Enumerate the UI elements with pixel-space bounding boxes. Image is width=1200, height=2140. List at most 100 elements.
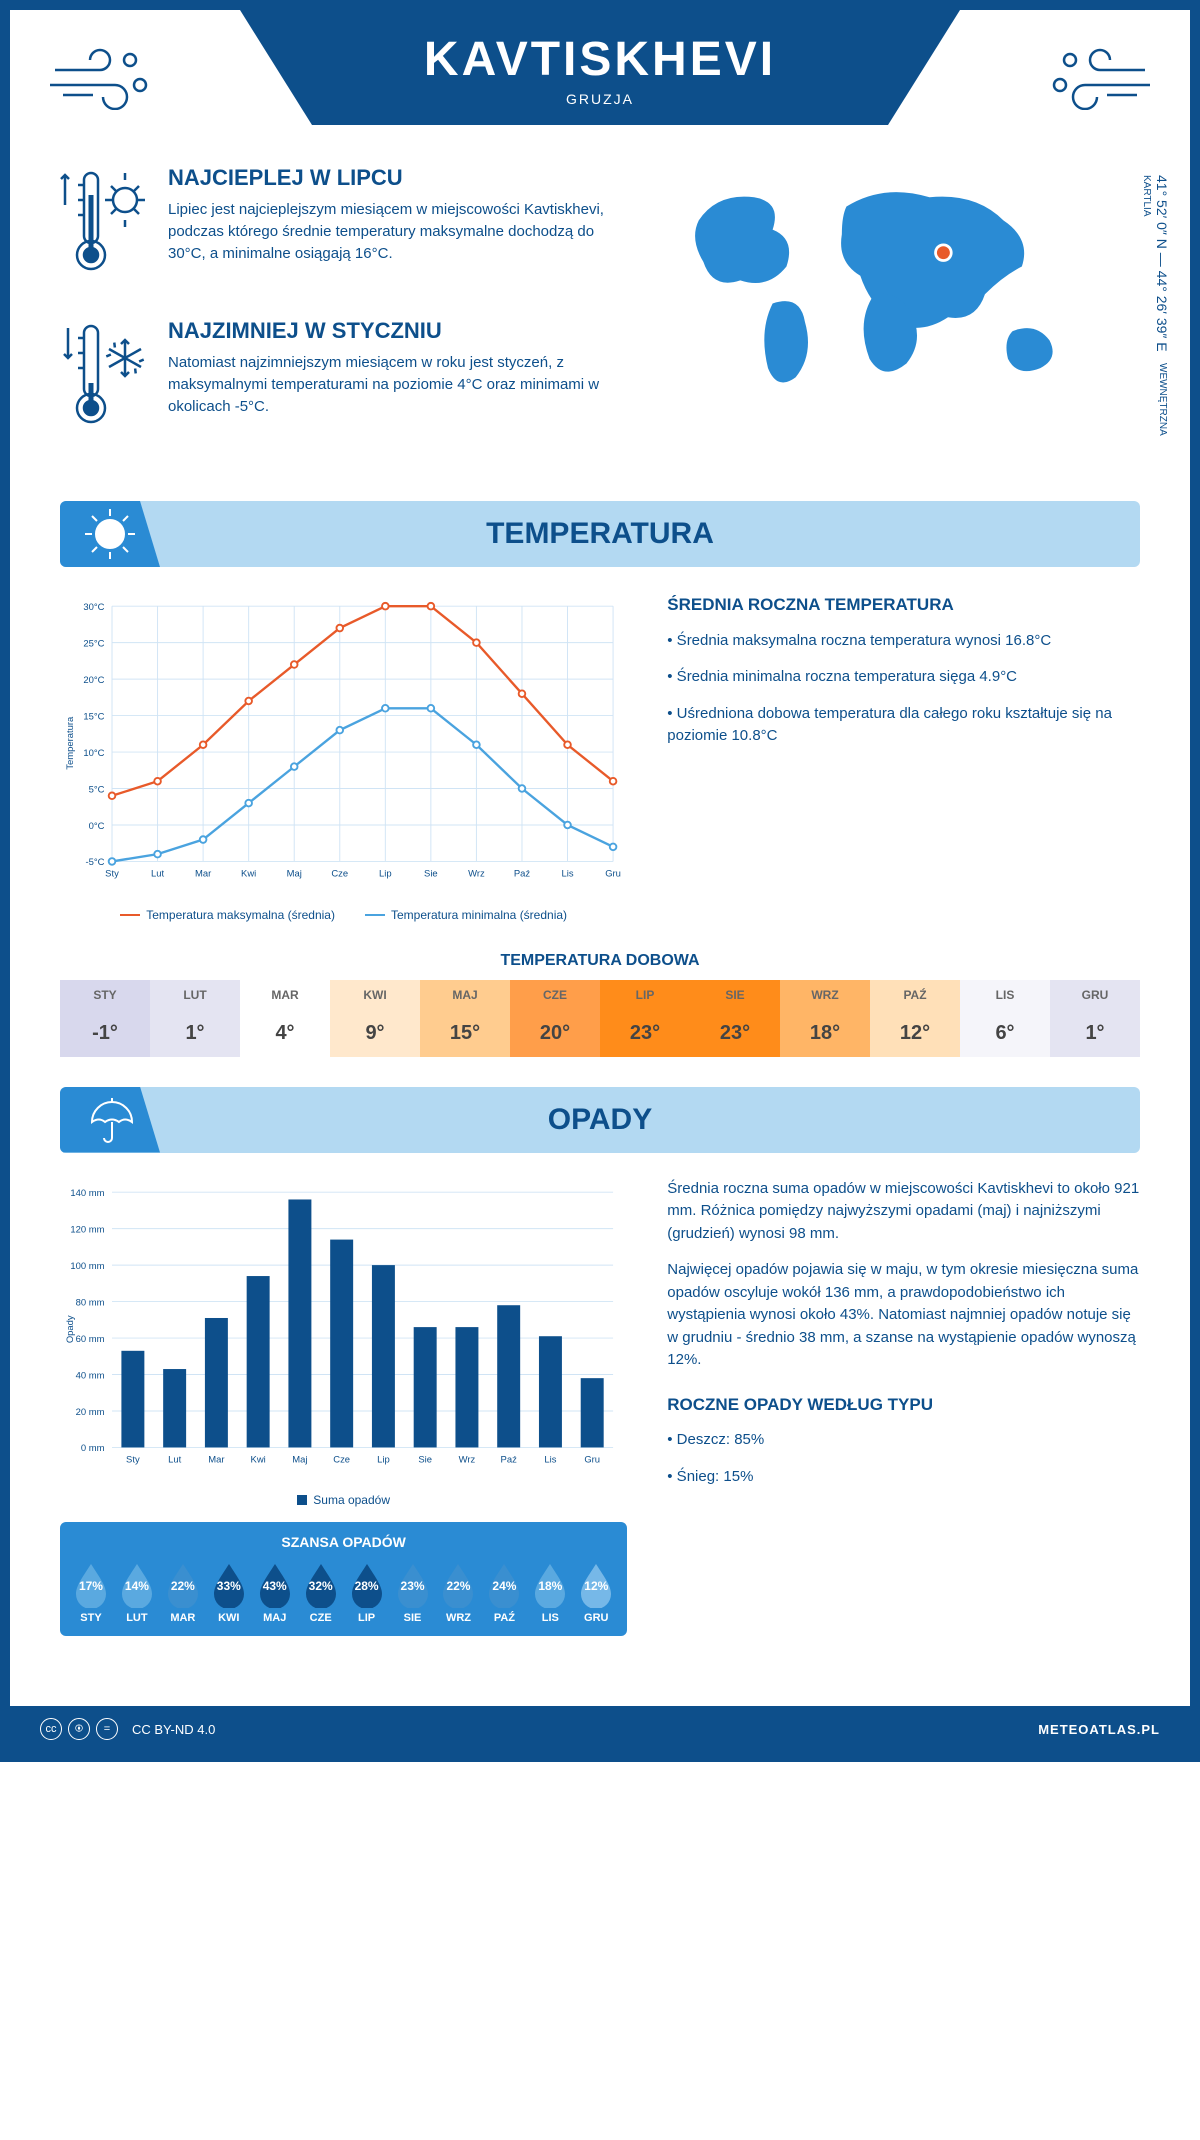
svg-text:Cze: Cze (333, 1454, 350, 1465)
svg-text:5°C: 5°C (89, 784, 105, 795)
temp-cell: STY-1° (60, 980, 150, 1057)
precip-type-line: • Śnieg: 15% (667, 1466, 1140, 1489)
svg-text:40 mm: 40 mm (76, 1370, 105, 1381)
wind-icon-right (1045, 40, 1155, 115)
temp-cell: GRU1° (1050, 980, 1140, 1057)
coldest-block: NAJZIMNIEJ W STYCZNIU Natomiast najzimni… (60, 318, 605, 443)
country-subtitle: GRUZJA (240, 91, 960, 107)
chance-drop: 23%SIE (390, 1560, 436, 1624)
svg-text:10°C: 10°C (83, 748, 104, 759)
temp-cell: MAJ15° (420, 980, 510, 1057)
license-text: CC BY-ND 4.0 (132, 1722, 215, 1737)
precip-desc-line: Najwięcej opadów pojawia się w maju, w t… (667, 1259, 1140, 1372)
legend-max: Temperatura maksymalna (średnia) (146, 908, 335, 922)
chance-drop: 12%GRU (573, 1560, 619, 1624)
svg-text:0 mm: 0 mm (81, 1443, 105, 1454)
svg-text:Wrz: Wrz (459, 1454, 476, 1465)
temp-desc-line: • Średnia minimalna roczna temperatura s… (667, 666, 1140, 689)
wind-icon-left (45, 40, 155, 115)
svg-text:20 mm: 20 mm (76, 1406, 105, 1417)
header-wrap: KAVTISKHEVI GRUZJA (10, 10, 1190, 125)
legend-precip: Suma opadów (313, 1493, 390, 1507)
temp-desc-line: • Uśredniona dobowa temperatura dla całe… (667, 703, 1140, 748)
location-title: KAVTISKHEVI (240, 32, 960, 87)
svg-text:Gru: Gru (605, 869, 621, 880)
chance-drop: 22%WRZ (436, 1560, 482, 1624)
svg-text:Lis: Lis (544, 1454, 556, 1465)
coordinates: 41° 52′ 0″ N — 44° 26′ 39″ E WEWNĘTRZNA … (1138, 175, 1170, 471)
umbrella-icon (60, 1087, 160, 1153)
svg-text:Cze: Cze (331, 869, 348, 880)
temp-cell: LUT1° (150, 980, 240, 1057)
svg-text:Mar: Mar (208, 1454, 224, 1465)
nd-icon: = (96, 1718, 118, 1740)
svg-text:Lut: Lut (151, 869, 164, 880)
chance-drop: 24%PAŹ (481, 1560, 527, 1624)
coldest-title: NAJZIMNIEJ W STYCZNIU (168, 318, 605, 344)
world-map-icon (645, 165, 1140, 405)
temp-cell: PAŹ12° (870, 980, 960, 1057)
svg-text:120 mm: 120 mm (70, 1224, 104, 1235)
svg-text:Sie: Sie (424, 869, 438, 880)
svg-text:Sty: Sty (126, 1454, 140, 1465)
temp-cell: WRZ18° (780, 980, 870, 1057)
precip-chart-legend: Suma opadów (60, 1493, 627, 1507)
temp-cell: MAR4° (240, 980, 330, 1057)
svg-text:60 mm: 60 mm (76, 1333, 105, 1344)
temperature-header-text: TEMPERATURA (486, 517, 714, 550)
cc-icon: cc (40, 1718, 62, 1740)
temperature-line-chart: -5°C0°C5°C10°C15°C20°C25°C30°CStyLutMarK… (60, 592, 627, 895)
hottest-block: NAJCIEPLEJ W LIPCU Lipiec jest najcieple… (60, 165, 605, 290)
chance-title: SZANSA OPADÓW (68, 1534, 619, 1550)
license-block: cc 🅯 = CC BY-ND 4.0 (40, 1718, 215, 1740)
chance-drop: 33%KWI (206, 1560, 252, 1624)
svg-text:Wrz: Wrz (468, 869, 485, 880)
precip-desc-line: Średnia roczna suma opadów w miejscowośc… (667, 1178, 1140, 1246)
daily-temp-table: STY-1°LUT1°MAR4°KWI9°MAJ15°CZE20°LIP23°S… (60, 980, 1140, 1057)
svg-text:15°C: 15°C (83, 711, 104, 722)
svg-text:Lis: Lis (561, 869, 573, 880)
precip-type-line: • Deszcz: 85% (667, 1429, 1140, 1452)
daily-temp-title: TEMPERATURA DOBOWA (60, 952, 1140, 970)
svg-text:Maj: Maj (292, 1454, 307, 1465)
temp-cell: LIS6° (960, 980, 1050, 1057)
temperature-description: ŚREDNIA ROCZNA TEMPERATURA • Średnia mak… (667, 592, 1140, 922)
svg-text:0°C: 0°C (89, 821, 105, 832)
brand-text: METEOATLAS.PL (1038, 1722, 1160, 1737)
svg-text:80 mm: 80 mm (76, 1297, 105, 1308)
thermometer-cold-icon (60, 318, 150, 443)
map-block: 41° 52′ 0″ N — 44° 26′ 39″ E WEWNĘTRZNA … (645, 165, 1140, 471)
chance-drop: 43%MAJ (252, 1560, 298, 1624)
temp-desc-line: • Średnia maksymalna roczna temperatura … (667, 630, 1140, 653)
svg-text:Maj: Maj (287, 869, 302, 880)
svg-text:Sty: Sty (105, 869, 119, 880)
coords-text: 41° 52′ 0″ N — 44° 26′ 39″ E (1154, 175, 1170, 352)
chance-drop: 22%MAR (160, 1560, 206, 1624)
chance-drop: 17%STY (68, 1560, 114, 1624)
precipitation-chance-panel: SZANSA OPADÓW 17%STY14%LUT22%MAR33%KWI43… (60, 1522, 627, 1636)
svg-text:Opady: Opady (65, 1315, 76, 1343)
temp-cell: LIP23° (600, 980, 690, 1057)
footer: cc 🅯 = CC BY-ND 4.0 METEOATLAS.PL (10, 1706, 1190, 1752)
svg-text:Lip: Lip (379, 869, 392, 880)
svg-text:-5°C: -5°C (85, 857, 104, 868)
svg-text:Kwi: Kwi (241, 869, 256, 880)
svg-text:Paź: Paź (501, 1454, 518, 1465)
temp-cell: SIE23° (690, 980, 780, 1057)
svg-text:Lip: Lip (377, 1454, 390, 1465)
svg-text:100 mm: 100 mm (70, 1260, 104, 1271)
chance-drop: 14%LUT (114, 1560, 160, 1624)
by-icon: 🅯 (68, 1718, 90, 1740)
chance-drop: 28%LIP (344, 1560, 390, 1624)
temp-desc-title: ŚREDNIA ROCZNA TEMPERATURA (667, 592, 1140, 618)
svg-text:Kwi: Kwi (251, 1454, 266, 1465)
hottest-text: Lipiec jest najcieplejszym miesiącem w m… (168, 199, 605, 264)
infographic-container: KAVTISKHEVI GRUZJA NAJCIEPLEJ W LIPCU Li… (0, 0, 1200, 1762)
svg-text:Sie: Sie (418, 1454, 432, 1465)
svg-text:Paź: Paź (514, 869, 531, 880)
precipitation-description: Średnia roczna suma opadów w miejscowośc… (667, 1178, 1140, 1637)
summary-row: NAJCIEPLEJ W LIPCU Lipiec jest najcieple… (60, 165, 1140, 471)
svg-text:20°C: 20°C (83, 675, 104, 686)
svg-text:140 mm: 140 mm (70, 1187, 104, 1198)
precipitation-bar-chart: 0 mm 20 mm 40 mm 60 mm 80 mm 100 mm 120 mm 140 … (60, 1178, 627, 1481)
